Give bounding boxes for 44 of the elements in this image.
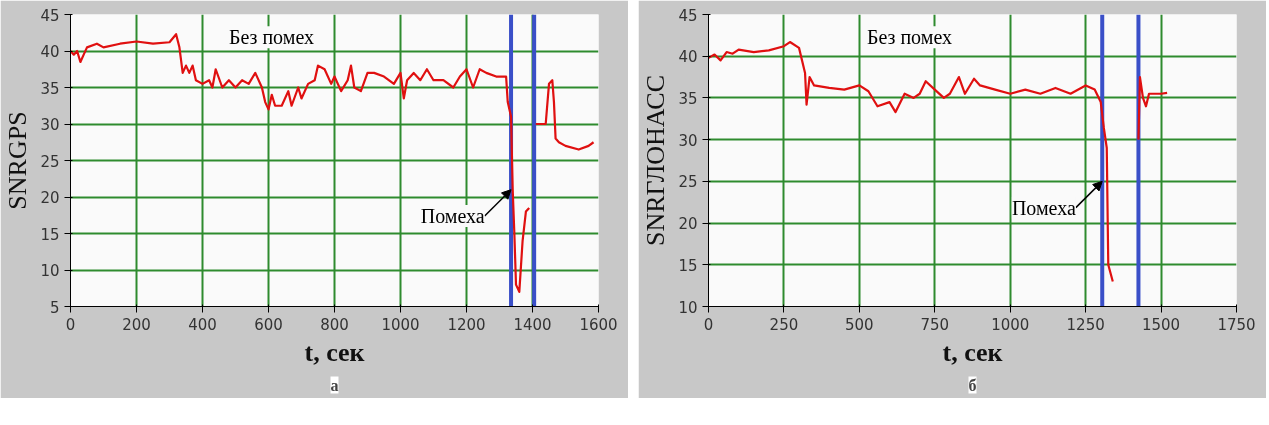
x-axis-title: t, сек — [942, 337, 1003, 367]
y-axis-title: SNRGPS — [3, 111, 33, 210]
y-tick-label: 15 — [40, 225, 60, 244]
y-tick-label: 30 — [40, 116, 60, 134]
x-tick-label: 200 — [122, 315, 151, 334]
x-tick-label: 1500 — [1141, 315, 1181, 334]
annotation: Без помех — [228, 26, 315, 49]
y-tick-label: 40 — [40, 43, 60, 61]
y-tick-label: 10 — [40, 262, 60, 280]
y-tick-label: 40 — [678, 48, 698, 67]
x-axis-title: t, сек — [304, 337, 365, 367]
y-tick-label: 20 — [40, 189, 60, 207]
text: б — [968, 376, 977, 394]
y-tick-label: 45 — [40, 6, 60, 25]
x-tick-label: 1750 — [1217, 315, 1256, 334]
y-tick-label: 45 — [678, 6, 698, 25]
y-tick-label: 25 — [40, 152, 60, 171]
x-tick-label: 400 — [188, 315, 217, 334]
text: а — [330, 376, 339, 394]
y-tick-label: 35 — [678, 89, 698, 108]
y-tick-label: 25 — [678, 173, 698, 192]
annotation: Без помех — [866, 26, 953, 49]
annotation: Помеха — [420, 204, 485, 227]
x-tick-label: 250 — [769, 315, 799, 334]
x-tick-label: 0 — [65, 315, 76, 334]
y-axis-title: SNRГЛОНАСС — [641, 74, 671, 246]
x-tick-label: 1200 — [447, 315, 486, 334]
x-tick-label: 600 — [254, 315, 283, 334]
x-tick-label: 800 — [320, 315, 349, 334]
y-tick-label: 35 — [40, 79, 60, 98]
y-tick-label: 20 — [678, 215, 698, 234]
x-tick-label: 1000 — [991, 315, 1030, 334]
y-tick-label: 5 — [49, 298, 60, 317]
x-tick-label: 1000 — [381, 315, 420, 334]
y-tick-label: 15 — [678, 256, 698, 275]
x-tick-label: 1600 — [579, 315, 618, 334]
x-tick-label: 0 — [703, 315, 714, 334]
x-tick-label: 1400 — [513, 315, 552, 334]
y-tick-label: 30 — [678, 131, 698, 150]
y-tick-label: 10 — [678, 298, 698, 317]
x-tick-label: 750 — [920, 315, 950, 334]
x-tick-label: 1250 — [1066, 315, 1105, 334]
annotation: Помеха — [1011, 196, 1076, 219]
x-tick-label: 500 — [845, 315, 874, 334]
